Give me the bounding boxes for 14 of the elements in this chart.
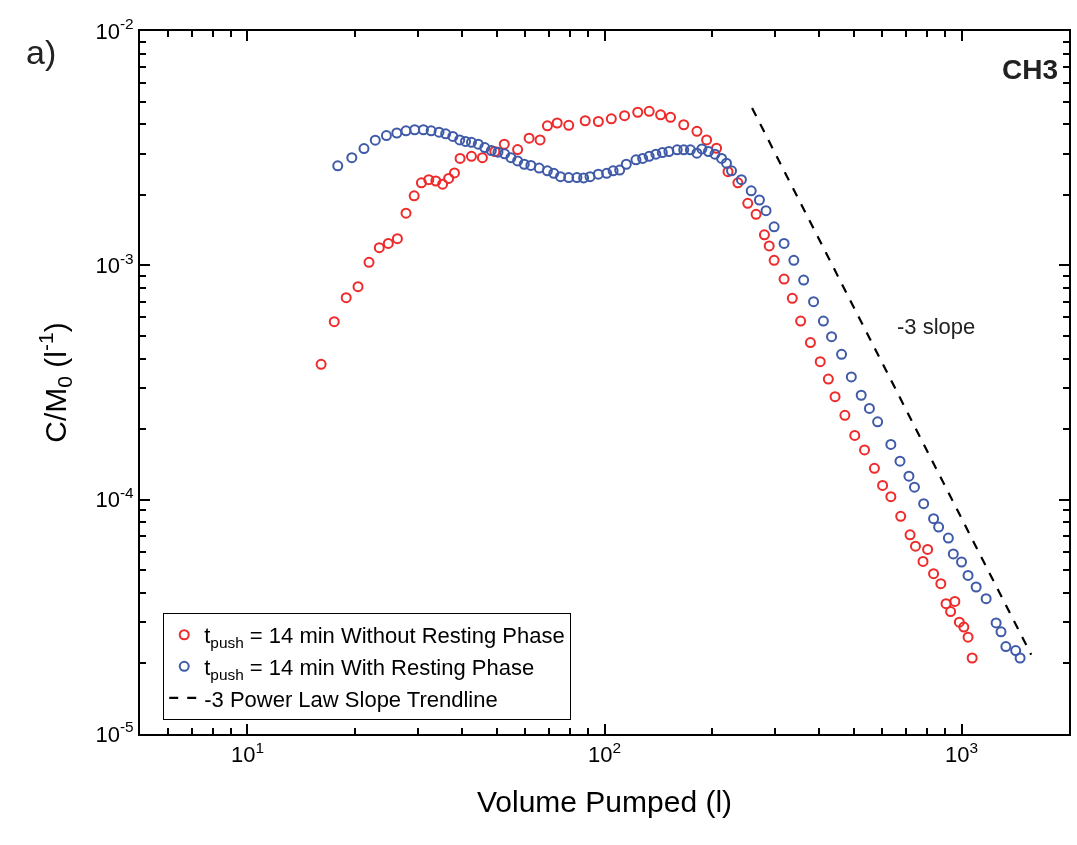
text: a) [26,33,57,71]
x-tick-label: 10$^{1}$ [230,739,264,768]
y-tick-label: 10$^{-5}$ [95,718,134,747]
x-axis-title: Volume Pumped (l) [476,785,733,819]
annotation: -3 slope [897,314,976,339]
legend-label: t$_{push}$ = 14 min With Resting Phase [204,654,535,683]
y-tick-label: 10$^{-2}$ [95,15,134,44]
x-tick-label: 10$^{3}$ [945,739,979,768]
legend-label: t$_{push}$ = 14 min Without Resting Phase [204,623,565,651]
y-tick-label: 10$^{-3}$ [95,249,134,279]
legend-label: -3 Power Law Slope Trendline [204,686,498,712]
y-tick-label: 10$^{-4}$ [95,484,135,513]
annotation: CH3 [1002,54,1059,85]
x-tick-label: 10$^{2}$ [587,739,622,768]
